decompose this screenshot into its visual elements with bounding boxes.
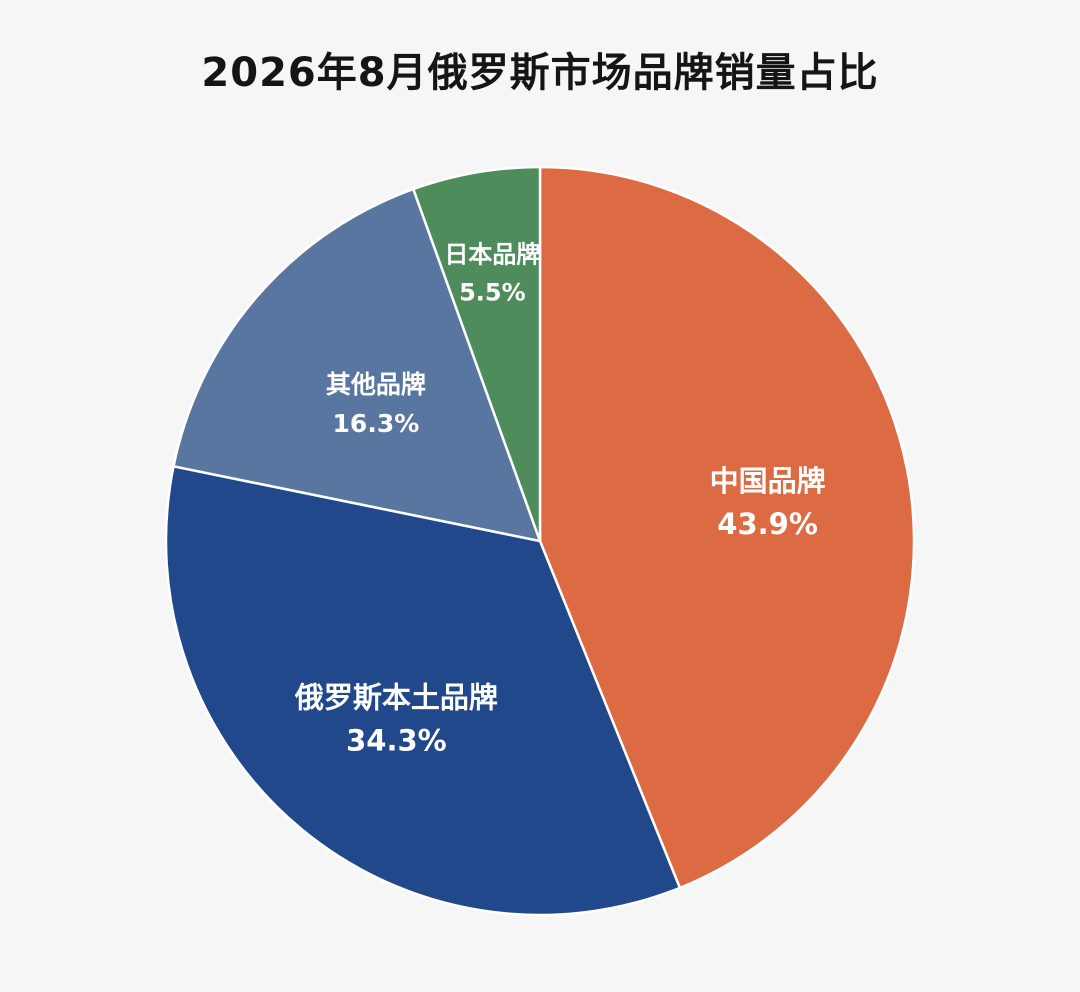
slice-label-russia-local: 俄罗斯本土品牌: [294, 681, 498, 715]
slice-label-other: 其他品牌: [326, 370, 426, 399]
pie-slice-other: [172, 187, 542, 543]
pie-slice-china: [538, 165, 916, 890]
chart-title: 2026年8月俄罗斯市场品牌销量占比: [201, 50, 879, 96]
slice-label-japan: 日本品牌: [444, 240, 540, 268]
slice-value-japan: 5.5%: [459, 278, 526, 306]
slice-value-china: 43.9%: [717, 507, 818, 541]
slice-label-china: 中国品牌: [710, 464, 826, 498]
pie-slice-russia-local: [164, 465, 682, 917]
slice-value-russia-local: 34.3%: [346, 724, 447, 758]
pie-slice-japan: [412, 165, 542, 543]
slice-value-other: 16.3%: [333, 409, 420, 438]
